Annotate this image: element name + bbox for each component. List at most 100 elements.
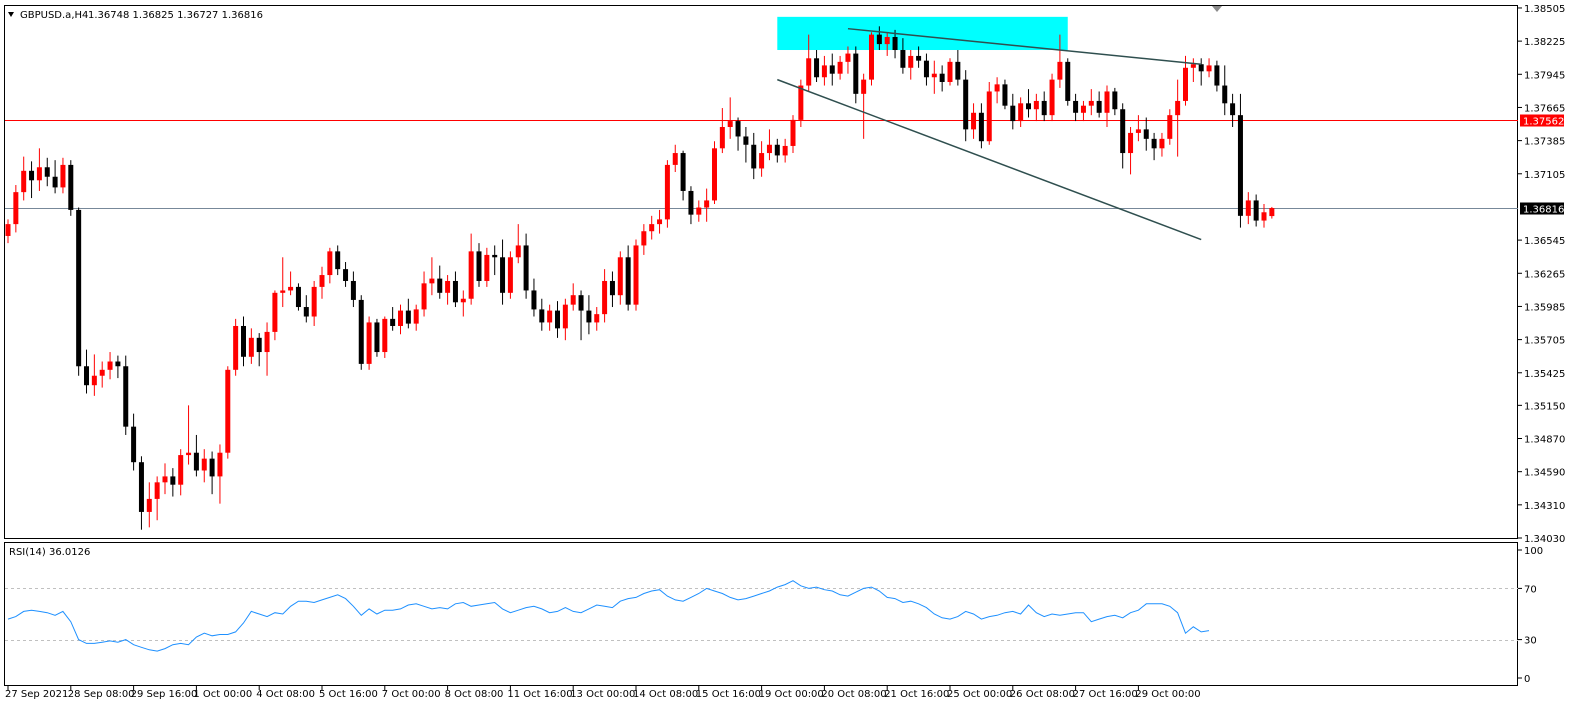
candle-body[interactable] xyxy=(641,231,647,246)
candle-body[interactable] xyxy=(955,61,961,80)
rsi-line[interactable] xyxy=(7,580,1210,652)
candle-body[interactable] xyxy=(680,153,686,191)
candle-body[interactable] xyxy=(1159,138,1165,149)
candle-body[interactable] xyxy=(1018,103,1024,122)
candle-body[interactable] xyxy=(586,310,592,323)
candle-body[interactable] xyxy=(814,58,820,78)
candle-body[interactable] xyxy=(735,121,741,137)
candle-body[interactable] xyxy=(44,167,50,177)
candle-body[interactable] xyxy=(986,91,992,142)
candle-body[interactable] xyxy=(5,224,11,236)
candle-body[interactable] xyxy=(484,254,490,281)
candle-body[interactable] xyxy=(91,375,97,386)
candle-body[interactable] xyxy=(790,119,796,146)
candle-body[interactable] xyxy=(500,257,506,293)
candle-body[interactable] xyxy=(837,61,843,74)
candle-body[interactable] xyxy=(625,257,631,305)
candle-body[interactable] xyxy=(688,190,694,215)
candle-body[interactable] xyxy=(1183,67,1188,101)
candle-body[interactable] xyxy=(452,280,458,303)
candle-body[interactable] xyxy=(1096,100,1102,113)
candle-body[interactable] xyxy=(264,331,270,353)
candle-body[interactable] xyxy=(939,73,945,82)
candle-body[interactable] xyxy=(1151,138,1157,149)
triangle-down-icon[interactable] xyxy=(8,12,14,17)
candle-body[interactable] xyxy=(774,144,780,156)
candle-body[interactable] xyxy=(146,498,152,512)
candle-body[interactable] xyxy=(1010,105,1016,122)
candle-body[interactable] xyxy=(853,53,859,94)
candle-body[interactable] xyxy=(52,176,58,188)
candle-body[interactable] xyxy=(1198,64,1204,72)
candle-body[interactable] xyxy=(201,458,207,471)
candle-body[interactable] xyxy=(280,290,286,293)
candle-body[interactable] xyxy=(138,462,144,512)
candle-body[interactable] xyxy=(445,280,451,293)
candle-body[interactable] xyxy=(876,34,882,45)
candle-body[interactable] xyxy=(350,280,356,300)
candle-body[interactable] xyxy=(861,79,867,94)
candle-body[interactable] xyxy=(633,245,639,305)
candle-body[interactable] xyxy=(900,50,906,68)
candle-body[interactable] xyxy=(751,144,757,169)
candle-body[interactable] xyxy=(1049,79,1055,116)
upper-trendline[interactable] xyxy=(847,27,1202,65)
candle-body[interactable] xyxy=(36,167,42,181)
candle-body[interactable] xyxy=(1230,103,1236,116)
candle-body[interactable] xyxy=(382,318,388,353)
candle-body[interactable] xyxy=(845,53,851,62)
candle-body[interactable] xyxy=(1120,109,1126,154)
candle-body[interactable] xyxy=(1253,200,1259,221)
candle-body[interactable] xyxy=(523,245,529,291)
candle-body[interactable] xyxy=(657,219,663,225)
candle-body[interactable] xyxy=(1080,105,1086,113)
candle-body[interactable] xyxy=(1175,100,1181,116)
candle-body[interactable] xyxy=(398,310,403,326)
candle-body[interactable] xyxy=(1222,85,1228,104)
candle-body[interactable] xyxy=(303,307,309,317)
candle-body[interactable] xyxy=(515,245,521,258)
candle-body[interactable] xyxy=(1057,61,1063,80)
candle-body[interactable] xyxy=(798,85,804,120)
lower-trendline[interactable] xyxy=(777,78,1202,241)
candle-body[interactable] xyxy=(507,257,513,293)
candle-body[interactable] xyxy=(99,369,105,376)
candle-body[interactable] xyxy=(60,164,66,188)
candle-body[interactable] xyxy=(1214,65,1220,86)
candle-body[interactable] xyxy=(531,290,537,310)
candle-body[interactable] xyxy=(1190,64,1196,68)
candle-body[interactable] xyxy=(343,269,349,281)
candle-body[interactable] xyxy=(1128,132,1134,154)
candle-body[interactable] xyxy=(578,295,584,311)
candle-body[interactable] xyxy=(21,170,27,193)
candle-body[interactable] xyxy=(562,304,568,329)
candle-body[interactable] xyxy=(1112,91,1118,110)
candle-body[interactable] xyxy=(649,224,655,232)
candle-body[interactable] xyxy=(759,153,765,169)
candle-body[interactable] xyxy=(460,298,466,303)
candle-body[interactable] xyxy=(84,366,89,386)
candle-body[interactable] xyxy=(421,283,427,310)
candle-body[interactable] xyxy=(570,295,576,305)
candle-body[interactable] xyxy=(821,65,827,78)
candle-body[interactable] xyxy=(1073,100,1079,113)
candle-body[interactable] xyxy=(335,251,341,270)
candle-body[interactable] xyxy=(131,426,137,463)
candle-body[interactable] xyxy=(806,58,812,86)
candle-body[interactable] xyxy=(1143,129,1149,139)
candle-body[interactable] xyxy=(209,458,215,477)
candle-body[interactable] xyxy=(727,121,733,127)
candle-body[interactable] xyxy=(256,337,262,353)
candle-body[interactable] xyxy=(782,145,788,156)
candle-body[interactable] xyxy=(319,275,325,287)
candle-body[interactable] xyxy=(186,452,192,456)
candle-body[interactable] xyxy=(743,136,749,145)
candle-body[interactable] xyxy=(107,361,113,370)
candle-body[interactable] xyxy=(609,280,615,296)
candle-body[interactable] xyxy=(405,310,411,324)
candle-body[interactable] xyxy=(429,278,435,284)
candle-body[interactable] xyxy=(672,153,678,165)
candle-body[interactable] xyxy=(437,278,443,293)
candle-body[interactable] xyxy=(1065,61,1071,101)
candle-body[interactable] xyxy=(664,164,670,220)
